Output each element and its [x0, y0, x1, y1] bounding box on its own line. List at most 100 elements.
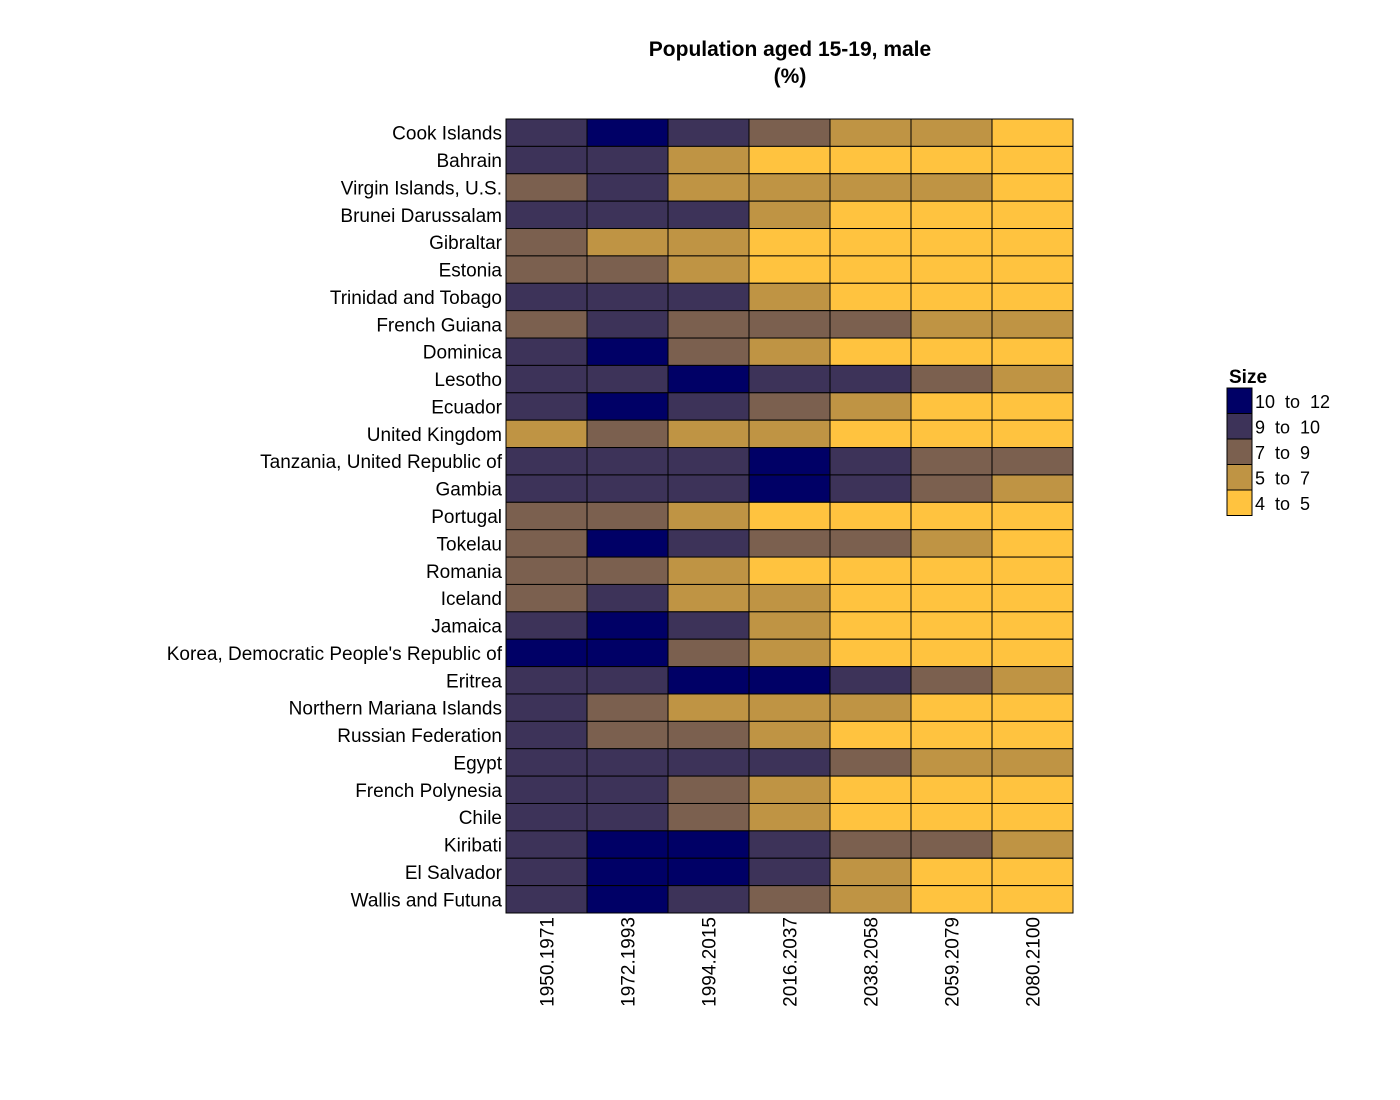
row-label: Korea, Democratic People's Republic of — [167, 644, 503, 665]
legend-label: 9 to 10 — [1255, 417, 1320, 437]
heatmap-cell — [667, 145, 750, 175]
heatmap-cell — [910, 802, 993, 832]
heatmap-cell — [748, 857, 831, 887]
heatmap-cell — [667, 529, 750, 558]
heatmap-cell — [910, 638, 993, 668]
heatmap-cells — [505, 118, 1074, 914]
heatmap-cell — [586, 447, 669, 476]
heatmap-cell — [505, 529, 588, 558]
heatmap-cell — [586, 255, 669, 284]
legend-swatch — [1226, 438, 1253, 465]
heatmap-cell — [667, 556, 750, 585]
heatmap-cell — [829, 638, 912, 668]
heatmap-cell — [910, 364, 993, 394]
heatmap-cell — [829, 775, 912, 804]
heatmap-cell — [505, 720, 588, 750]
heatmap-cell — [667, 118, 750, 147]
row-label: French Polynesia — [355, 781, 502, 802]
heatmap-cell — [586, 310, 669, 339]
heatmap-cell — [505, 666, 588, 695]
heatmap-cell — [748, 501, 831, 531]
heatmap-cell — [505, 200, 588, 230]
heatmap-cell — [991, 885, 1074, 914]
heatmap-cell — [667, 775, 750, 804]
heatmap-cell — [829, 118, 912, 147]
heatmap-cell — [748, 228, 831, 257]
heatmap-cell — [991, 583, 1074, 613]
heatmap-cell — [829, 802, 912, 832]
heatmap-cell — [829, 885, 912, 914]
heatmap-cell — [748, 200, 831, 230]
heatmap-cell — [829, 666, 912, 695]
heatmap-cell — [667, 693, 750, 722]
heatmap-cell — [586, 173, 669, 202]
legend-swatch — [1226, 387, 1253, 414]
heatmap-cell — [505, 693, 588, 722]
row-label: Cook Islands — [392, 124, 502, 145]
heatmap-cell — [667, 583, 750, 613]
row-label: Tanzania, United Republic of — [260, 452, 503, 473]
heatmap-cell — [910, 447, 993, 476]
heatmap-cell — [910, 583, 993, 613]
heatmap-cell — [505, 228, 588, 257]
heatmap-cell — [910, 885, 993, 914]
heatmap-cell — [991, 556, 1074, 585]
heatmap-cell — [748, 145, 831, 175]
heatmap-cell — [505, 392, 588, 421]
heatmap-cell — [667, 885, 750, 914]
row-label: El Salvador — [405, 863, 503, 884]
heatmap-cell — [748, 830, 831, 859]
column-label: 2038.2058 — [862, 917, 883, 1007]
heatmap-cell — [505, 447, 588, 476]
heatmap-cell — [829, 310, 912, 339]
legend-label: 10 to 12 — [1255, 392, 1330, 412]
heatmap-cell — [910, 255, 993, 284]
heatmap-cell — [667, 337, 750, 366]
legend-swatch — [1226, 489, 1253, 516]
heatmap-cell — [586, 337, 669, 366]
heatmap-cell — [505, 556, 588, 585]
heatmap-cell — [505, 501, 588, 531]
heatmap-cell — [910, 666, 993, 695]
heatmap-cell — [505, 145, 588, 175]
legend-title: Size — [1229, 367, 1267, 388]
heatmap-cell — [829, 145, 912, 175]
heatmap-cell — [829, 419, 912, 449]
heatmap-cell — [667, 638, 750, 668]
row-label: Chile — [459, 808, 502, 829]
heatmap-cell — [748, 173, 831, 202]
heatmap-cell — [505, 802, 588, 832]
heatmap-cell — [505, 173, 588, 202]
heatmap-cell — [667, 447, 750, 476]
heatmap-cell — [910, 775, 993, 804]
heatmap-cell — [910, 474, 993, 503]
heatmap-cell — [667, 830, 750, 859]
heatmap-cell — [505, 830, 588, 859]
heatmap-cell — [505, 638, 588, 668]
heatmap-cell — [586, 529, 669, 558]
row-label: Estonia — [439, 261, 503, 282]
row-labels: Cook Islands Bahrain Virgin Islands, U.S. B… — [167, 124, 503, 912]
heatmap-cell — [586, 419, 669, 449]
heatmap-cell — [910, 611, 993, 640]
heatmap-cell — [667, 857, 750, 887]
heatmap-cell — [991, 857, 1074, 887]
heatmap-cell — [991, 200, 1074, 230]
row-label: Brunei Darussalam — [340, 206, 502, 227]
heatmap-cell — [991, 364, 1074, 394]
heatmap-cell — [748, 802, 831, 832]
heatmap-cell — [748, 419, 831, 449]
column-labels: 1950.1971 1972.1993 1994.2015 2016.2037 2038… — [538, 917, 1045, 1007]
column-label: 1950.1971 — [538, 917, 559, 1007]
heatmap-cell — [910, 857, 993, 887]
heatmap-cell — [505, 775, 588, 804]
heatmap-cell — [667, 802, 750, 832]
heatmap-cell — [748, 748, 831, 777]
heatmap-cell — [748, 118, 831, 147]
heatmap-cell — [829, 583, 912, 613]
heatmap-cell — [586, 364, 669, 394]
heatmap-cell — [991, 474, 1074, 503]
row-label: Jamaica — [431, 617, 502, 638]
heatmap-cell — [910, 200, 993, 230]
